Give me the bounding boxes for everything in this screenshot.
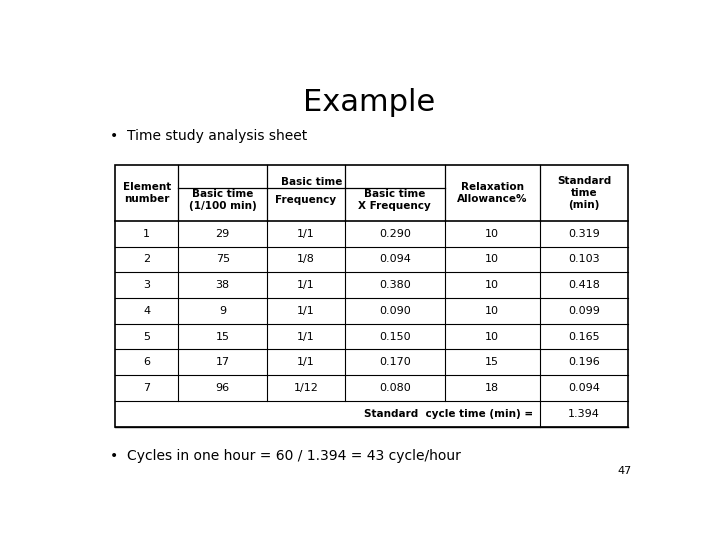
Text: Element
number: Element number [122, 182, 171, 204]
Text: 1/1: 1/1 [297, 332, 315, 342]
Text: 2: 2 [143, 254, 150, 265]
Text: Basic time
X Frequency: Basic time X Frequency [359, 188, 431, 211]
Text: 0.165: 0.165 [568, 332, 600, 342]
Text: Standard
time
(min): Standard time (min) [557, 176, 611, 210]
Text: 15: 15 [485, 357, 499, 367]
Text: 29: 29 [215, 229, 230, 239]
Text: 1/1: 1/1 [297, 280, 315, 290]
Text: 96: 96 [215, 383, 230, 393]
Text: 1/1: 1/1 [297, 306, 315, 316]
Text: 1/12: 1/12 [293, 383, 318, 393]
Text: 4: 4 [143, 306, 150, 316]
Text: 15: 15 [216, 332, 230, 342]
Text: 1: 1 [143, 229, 150, 239]
Text: 3: 3 [143, 280, 150, 290]
Text: 0.290: 0.290 [379, 229, 410, 239]
Text: Relaxation
Allowance%: Relaxation Allowance% [457, 182, 528, 204]
Text: 38: 38 [215, 280, 230, 290]
Text: 1/8: 1/8 [297, 254, 315, 265]
Text: 1.394: 1.394 [568, 409, 600, 419]
Text: 0.090: 0.090 [379, 306, 410, 316]
Text: 0.080: 0.080 [379, 383, 410, 393]
Text: 10: 10 [485, 280, 499, 290]
Text: 1/1: 1/1 [297, 357, 315, 367]
Text: 10: 10 [485, 229, 499, 239]
Text: 47: 47 [617, 467, 631, 476]
Text: 0.170: 0.170 [379, 357, 410, 367]
Text: 0.099: 0.099 [568, 306, 600, 316]
Text: 5: 5 [143, 332, 150, 342]
Text: 0.094: 0.094 [568, 383, 600, 393]
Text: 1/1: 1/1 [297, 229, 315, 239]
Text: 9: 9 [219, 306, 226, 316]
Text: 75: 75 [215, 254, 230, 265]
Text: Standard  cycle time (min) =: Standard cycle time (min) = [364, 409, 533, 419]
Text: Basic time: Basic time [281, 177, 342, 187]
Text: Basic time
(1/100 min): Basic time (1/100 min) [189, 188, 256, 211]
Text: •  Time study analysis sheet: • Time study analysis sheet [109, 129, 307, 143]
Text: 10: 10 [485, 332, 499, 342]
Text: 0.150: 0.150 [379, 332, 410, 342]
Text: 10: 10 [485, 306, 499, 316]
Text: 18: 18 [485, 383, 499, 393]
Text: 0.103: 0.103 [568, 254, 600, 265]
Text: 7: 7 [143, 383, 150, 393]
Text: 6: 6 [143, 357, 150, 367]
Text: 0.094: 0.094 [379, 254, 410, 265]
Text: •  Cycles in one hour = 60 / 1.394 = 43 cycle/hour: • Cycles in one hour = 60 / 1.394 = 43 c… [109, 449, 460, 463]
Text: 0.319: 0.319 [568, 229, 600, 239]
Text: 17: 17 [215, 357, 230, 367]
Text: 10: 10 [485, 254, 499, 265]
Text: 0.418: 0.418 [568, 280, 600, 290]
Text: Frequency: Frequency [275, 194, 336, 205]
Text: 0.380: 0.380 [379, 280, 410, 290]
Text: Example: Example [303, 87, 435, 117]
Text: 0.196: 0.196 [568, 357, 600, 367]
